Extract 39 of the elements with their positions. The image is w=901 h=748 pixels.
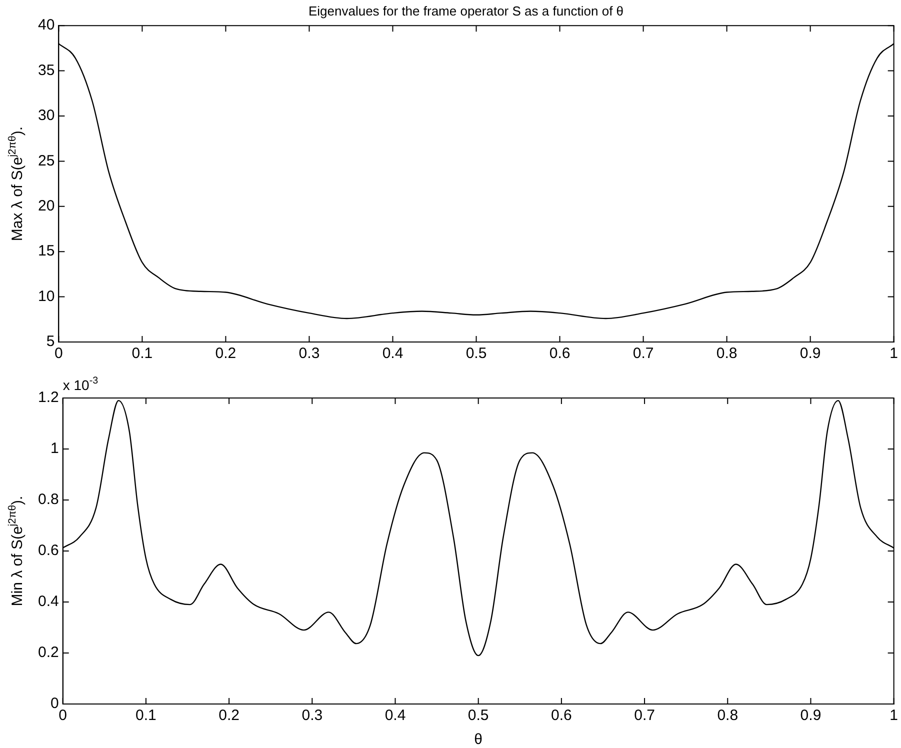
y-tick-label: 0.2 [38,644,59,662]
x-tick-label: 1 [890,707,898,724]
y-tick-label: 35 [38,62,55,79]
y-tick-label: 40 [38,16,55,34]
x-tick-label: 0.7 [632,345,654,362]
y-tick-label: 30 [38,107,55,124]
x-tick-label: 0.1 [132,345,153,362]
y-tick-label: 25 [38,152,55,170]
y-tick-label: 15 [38,242,55,260]
x-tick-label: 0.9 [800,707,822,724]
x-tick-label: 0.7 [634,707,655,724]
chart-title: Eigenvalues for the frame operator S as a function of θ [308,3,624,18]
x-tick-label: 0.6 [549,345,570,362]
y-tick-label: 10 [38,288,55,305]
y-tick-label: 1.2 [38,389,59,406]
x-tick-label: 0.2 [215,345,236,362]
x-tick-label: 1 [890,345,898,362]
y-tick-label: 20 [38,198,55,215]
y-axis-title: Max λ of S(ej2πθ). [6,126,26,242]
x-tick-label: 0.5 [466,345,487,362]
y-tick-label: 5 [46,333,55,350]
y-tick-label: 0 [50,695,59,712]
x-tick-label: 0.4 [382,345,404,362]
x-tick-label: 0.2 [218,707,240,724]
y-tick-label: 0.4 [38,593,59,610]
x-axis-title: θ [474,731,483,748]
y-tick-label: 0.8 [38,491,59,508]
x-tick-label: 0.6 [551,707,572,724]
x-tick-label: 0.5 [468,707,489,724]
y-tick-label: 1 [50,440,59,458]
x-tick-label: 0.9 [800,345,821,362]
x-tick-label: 0.3 [298,345,320,362]
y-axis-title: Min λ of S(ej2πθ). [6,496,26,606]
x-tick-label: 0.8 [717,707,738,724]
x-tick-label: 0.8 [716,345,738,362]
x-tick-label: 0.1 [136,707,156,724]
y-tick-label: 0.6 [38,542,59,560]
x-tick-label: 0.3 [302,707,323,724]
x-tick-label: 0.4 [384,707,406,724]
